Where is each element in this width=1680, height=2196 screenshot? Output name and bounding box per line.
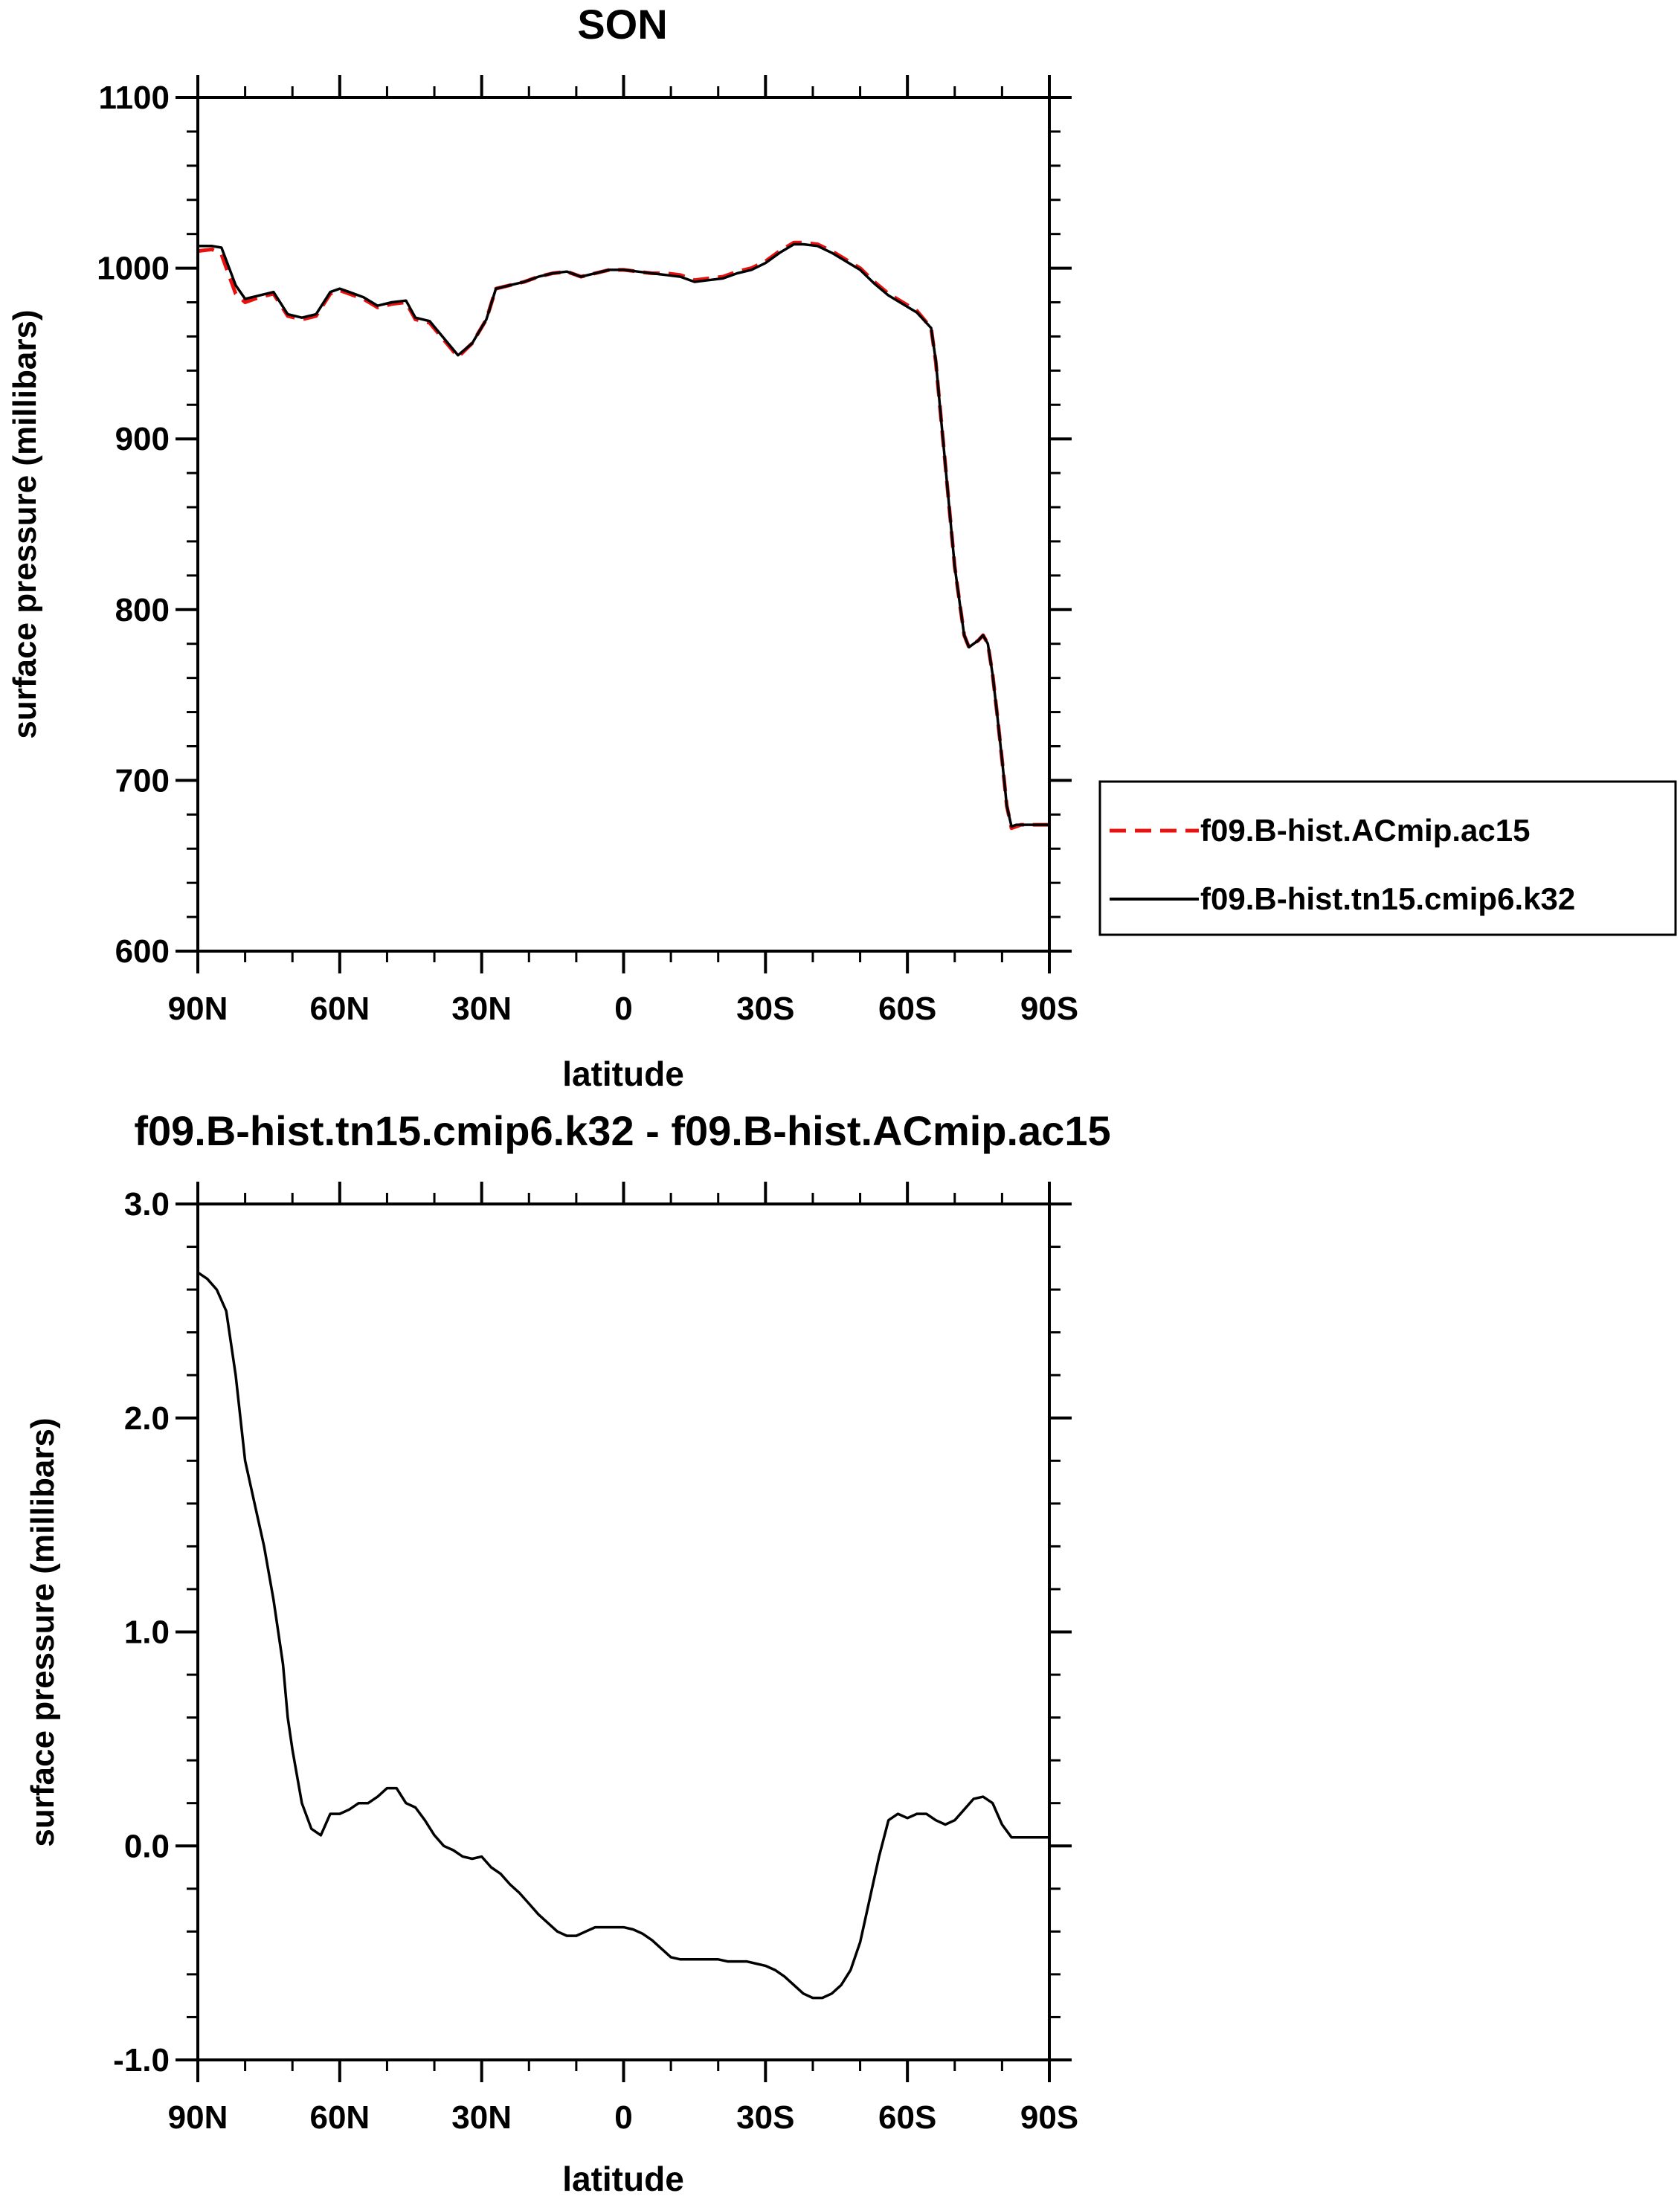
bottom-x-tick-label: 60S — [878, 2099, 936, 2136]
top-x-tick-label: 30S — [736, 991, 794, 1027]
legend-label-k32: f09.B-hist.tn15.cmip6.k32 — [1200, 881, 1575, 916]
top-panel: SON 600 700 800 900 1000 1100 90N 60N 30N 0 30S 60… — [7, 1, 1078, 1093]
bottom-x-tick-label: 90N — [168, 2099, 228, 2136]
bottom-chart-title: f09.B-hist.tn15.cmip6.k32 - f09.B-hist.A… — [134, 1107, 1110, 1154]
top-x-tick-label: 30N — [451, 991, 512, 1027]
bottom-y-tick-label: 3.0 — [124, 1186, 170, 1223]
bottom-y-tick-label: -1.0 — [113, 2042, 170, 2079]
bottom-y-tick-label: 1.0 — [124, 1614, 170, 1651]
legend-label-ac15: f09.B-hist.ACmip.ac15 — [1200, 813, 1530, 848]
bottom-x-tick-labels: 90N 60N 30N 0 30S 60S 90S — [168, 2099, 1079, 2136]
bottom-x-tick-label: 60N — [309, 2099, 370, 2136]
top-x-tick-label: 90S — [1020, 991, 1078, 1027]
bottom-series — [197, 1271, 1049, 2000]
top-y-tick-label: 1000 — [97, 251, 170, 287]
top-series-line-1 — [198, 242, 1049, 828]
top-y-tick-label: 800 — [115, 592, 170, 628]
bottom-y-tick-label: 0.0 — [124, 1828, 170, 1864]
top-y-tick-label: 700 — [115, 762, 170, 799]
top-y-tick-label: 1100 — [99, 80, 170, 116]
top-x-tick-label: 60N — [309, 991, 370, 1027]
top-series — [197, 240, 1049, 831]
top-x-tick-label: 90N — [168, 991, 228, 1027]
legend: f09.B-hist.ACmip.ac15 f09.B-hist.tn15.cm… — [1098, 780, 1677, 936]
bottom-y-axis-label: surface pressure (millibars) — [25, 1417, 61, 1846]
top-y-axis-label: surface pressure (millibars) — [7, 309, 43, 738]
top-y-tick-label: 600 — [115, 933, 170, 970]
bottom-panel: f09.B-hist.tn15.cmip6.k32 - f09.B-hist.A… — [25, 1107, 1111, 2196]
bottom-plot-frame — [196, 1202, 1051, 2061]
top-y-tick-labels: 600 700 800 900 1000 1100 — [97, 80, 170, 970]
bottom-y-tick-labels: -1.0 0.0 1.0 2.0 3.0 — [113, 1186, 170, 2079]
bottom-series-line-0 — [197, 1271, 1049, 2000]
bottom-ticks — [176, 1182, 1072, 2082]
bottom-x-tick-label: 30N — [451, 2099, 512, 2136]
top-x-tick-label: 60S — [878, 991, 936, 1027]
top-y-tick-label: 900 — [115, 421, 170, 457]
top-x-tick-labels: 90N 60N 30N 0 30S 60S 90S — [168, 991, 1079, 1027]
top-x-tick-label: 0 — [614, 991, 632, 1027]
top-series-line-0 — [197, 240, 1049, 831]
bottom-x-tick-label: 0 — [614, 2099, 632, 2136]
bottom-x-tick-label: 90S — [1020, 2099, 1078, 2136]
bottom-x-tick-label: 30S — [736, 2099, 794, 2136]
top-plot-frame — [196, 96, 1051, 953]
top-ticks — [176, 75, 1072, 973]
top-x-axis-label: latitude — [562, 1054, 684, 1093]
bottom-y-tick-label: 2.0 — [124, 1400, 170, 1437]
bottom-x-axis-label: latitude — [562, 2160, 684, 2196]
top-chart-title: SON — [577, 1, 667, 48]
legend-box — [1098, 780, 1677, 936]
